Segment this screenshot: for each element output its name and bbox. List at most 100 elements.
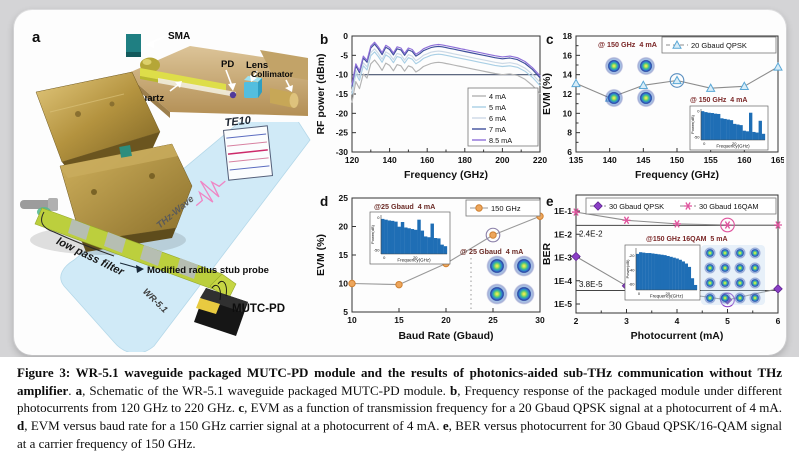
panel-c-svg: 135 140 145 150 155 160 165 6 8 10 12 14 16 18 20 Gbau… (541, 31, 785, 181)
te10-label: TE10 (224, 114, 252, 129)
legend-label: 6 mA (489, 114, 506, 123)
y-tick-label: 1E-4 (554, 276, 572, 286)
x-axis-title: Baud Rate (Gbaud) (398, 330, 493, 342)
panel-a-svg: SMA PD Lens Quartz Collimator (20, 28, 311, 354)
te10-mode-box: TE10 (222, 114, 274, 181)
legend: 20 Gbaud QPSK (661, 36, 777, 54)
x-tick-label: 10 (347, 315, 357, 325)
y-axis-title: RF power (dBm) (315, 53, 327, 134)
y-tick-label: -20 (336, 108, 349, 118)
bond-wire (211, 284, 221, 301)
svg-text:20: 20 (665, 291, 670, 296)
x-tick-label: 150 (670, 155, 684, 165)
svg-text:0: 0 (377, 215, 380, 220)
highlight-circle (669, 73, 685, 88)
x-tick-label: 140 (383, 155, 397, 165)
triangle-marker (705, 83, 716, 92)
panel-letter: e (546, 194, 554, 209)
x-tick-label: 180 (458, 155, 472, 165)
y-tick-label: 12 (563, 89, 573, 99)
y-tick-label: 20 (339, 222, 349, 232)
triangle-marker (739, 81, 750, 90)
x-tick-label: 160 (420, 155, 434, 165)
inset-schematic: SMA PD Lens Quartz Collimator (124, 28, 308, 122)
caption-bold-segment: e (442, 418, 449, 434)
x-tick-label: 140 (603, 155, 617, 165)
x-tick-label: 15 (394, 315, 404, 325)
triangle-marker (571, 78, 581, 88)
mutc-pd-label: MUTC-PD (232, 303, 285, 315)
y-tick-label: 0 (343, 31, 348, 41)
series-6mA (351, 48, 541, 92)
quartz-label: Quartz (134, 93, 164, 104)
x-tick-label: 30 (535, 315, 545, 325)
constellation (604, 56, 656, 108)
bond-wire (217, 280, 227, 297)
svg-text:-40: -40 (629, 267, 636, 272)
pd-label: PD (221, 59, 234, 70)
circle-marker (475, 204, 483, 212)
panel-b-chart: 120 140 160 180 200 220 0 -5 -10 -15 -20 -25 -30 4 mA… (314, 22, 552, 184)
diamond-marker (773, 284, 783, 294)
y-tick-label: 10 (563, 108, 573, 118)
legend-label: 30 Gbaud QPSK (609, 202, 664, 211)
inset-xlabel: Frequency(GHz) (650, 294, 684, 299)
caption-segment: , Schematic of the WR-5.1 waveguide pack… (82, 382, 450, 398)
caption-segment: , Frequency response of the packaged mod… (17, 382, 782, 416)
caption-bold-segment: b (449, 382, 458, 398)
y-tick-label: 16 (563, 50, 573, 60)
figure-caption: Figure 3: WR-5.1 waveguide packaged MUTC… (0, 357, 799, 452)
inset-xlabel: Frequency(GHz) (397, 258, 431, 263)
legend-label: 4 mA (489, 92, 506, 101)
y-tick-label: 1E-3 (554, 253, 572, 263)
svg-text:-60: -60 (629, 282, 636, 287)
circle-marker (489, 231, 497, 239)
inset-ylabel: Power(dB) (690, 114, 695, 134)
diamond-marker (593, 201, 603, 211)
collimator-body (270, 88, 294, 108)
y-tick-label: 18 (563, 31, 573, 41)
annotation: @ 25 Gbaud 4 mA (460, 247, 523, 256)
y-tick-label: -10 (336, 70, 349, 80)
constellation (704, 247, 761, 304)
stub-probe-arrow (119, 262, 139, 269)
x-tick-label: 155 (704, 155, 718, 165)
y-tick-label: -5 (340, 50, 348, 60)
inset-ylabel: Power(dB) (370, 224, 375, 244)
pd-chip (229, 91, 237, 99)
pcb-board (140, 68, 226, 92)
legend-label: 20 Gbaud QPSK (691, 41, 747, 50)
x-axis-title: Frequency (GHz) (404, 169, 488, 181)
figure-background: SMA PD Lens Quartz Collimator (0, 0, 799, 357)
sma-label: SMA (168, 31, 190, 42)
inset-annotation: @ 150 GHz 4 mA (690, 97, 747, 104)
panel-c-chart: 135 140 145 150 155 160 165 6 8 10 12 14 16 18 20 Gbau… (541, 22, 785, 184)
panel-b-svg: 120 140 160 180 200 220 0 -5 -10 -15 -20 -25 -30 4 mA… (315, 31, 547, 181)
caption-segment: . (68, 382, 76, 398)
y-tick-label: 6 (567, 147, 572, 157)
chip-bar (34, 207, 237, 301)
inset-ylabel: Power(dB) (625, 259, 630, 279)
triangle-marker (672, 39, 682, 49)
y-axis-title: EVM (%) (542, 73, 553, 115)
legend: 150 GHz (465, 199, 541, 217)
lens-label: Lens (246, 60, 268, 71)
x-tick-label: 145 (636, 155, 650, 165)
triangle-marker (672, 75, 682, 85)
svg-text:-50: -50 (694, 134, 701, 139)
legend: 4 mA 5 mA 6 mA 7 mA 8.5 mA (467, 87, 539, 147)
panel-a-letter: a (32, 29, 41, 46)
legend-label: 150 GHz (491, 204, 521, 213)
series-8.5mA (351, 41, 541, 85)
y-tick-label: 8 (567, 128, 572, 138)
highlight-circle (485, 227, 501, 243)
legend-label: 8.5 mA (489, 136, 512, 145)
inset-spectrum: -20 -40 -600 20 Power(dB) Frequency(GHz) (624, 244, 701, 301)
panel-letter: c (546, 32, 554, 47)
annotation: @150 GHz 16QAM 5 mA (646, 236, 728, 243)
diamond-marker (571, 251, 581, 262)
panel-letter: b (320, 32, 328, 47)
x-tick-label: 2 (574, 316, 579, 326)
circle-marker (348, 279, 356, 288)
y-axis-title: EVM (%) (315, 234, 327, 276)
